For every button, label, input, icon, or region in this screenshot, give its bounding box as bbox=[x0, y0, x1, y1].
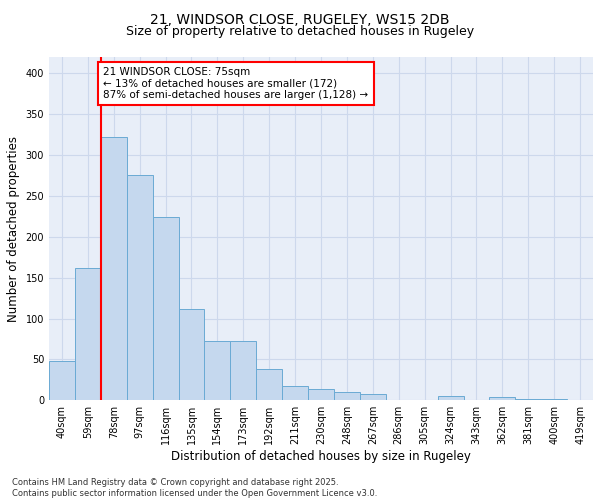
Bar bbox=[541, 398, 567, 400]
Bar bbox=[515, 398, 541, 400]
Bar bbox=[205, 342, 230, 400]
Text: 21, WINDSOR CLOSE, RUGELEY, WS15 2DB: 21, WINDSOR CLOSE, RUGELEY, WS15 2DB bbox=[150, 12, 450, 26]
Bar bbox=[308, 389, 334, 400]
Text: 21 WINDSOR CLOSE: 75sqm
← 13% of detached houses are smaller (172)
87% of semi-d: 21 WINDSOR CLOSE: 75sqm ← 13% of detache… bbox=[103, 67, 368, 100]
Bar bbox=[360, 394, 386, 400]
Bar bbox=[334, 392, 360, 400]
Bar bbox=[282, 386, 308, 400]
Bar bbox=[127, 176, 152, 400]
Bar bbox=[256, 369, 282, 400]
Bar bbox=[49, 361, 75, 401]
Bar bbox=[179, 308, 205, 400]
Bar bbox=[437, 396, 464, 400]
Bar bbox=[230, 342, 256, 400]
Bar bbox=[490, 397, 515, 400]
Y-axis label: Number of detached properties: Number of detached properties bbox=[7, 136, 20, 322]
Bar bbox=[152, 217, 179, 400]
Bar bbox=[75, 268, 101, 400]
Bar bbox=[101, 137, 127, 400]
X-axis label: Distribution of detached houses by size in Rugeley: Distribution of detached houses by size … bbox=[171, 450, 471, 463]
Text: Contains HM Land Registry data © Crown copyright and database right 2025.
Contai: Contains HM Land Registry data © Crown c… bbox=[12, 478, 377, 498]
Text: Size of property relative to detached houses in Rugeley: Size of property relative to detached ho… bbox=[126, 25, 474, 38]
